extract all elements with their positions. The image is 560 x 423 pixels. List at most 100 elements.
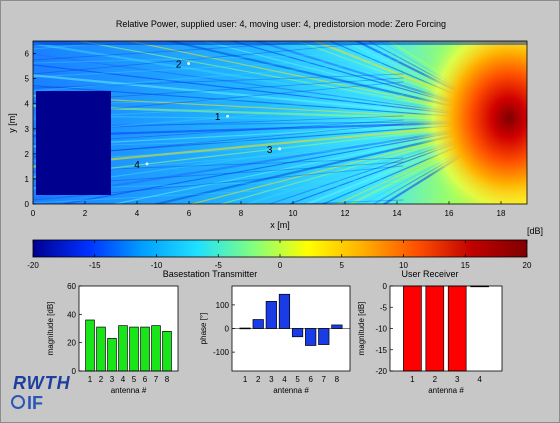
y-tick-label: 0 — [25, 200, 30, 209]
bar-ylabel: phase [°] — [199, 313, 208, 345]
bar-y-tick-label: -15 — [375, 346, 387, 355]
bar — [305, 328, 317, 346]
heatmap-stripe — [33, 41, 334, 61]
bar — [291, 328, 304, 338]
heatmap-x-ticks: 0 2 4 6 8 10 12 14 16 18 — [31, 201, 506, 218]
colorbar-unit: [dB] — [527, 226, 543, 236]
bar-ylabel: magnitude [dB] — [357, 302, 366, 356]
heatmap-frame — [32, 40, 528, 205]
bar-y-tick-label: 0 — [225, 325, 230, 334]
rx-magnitude-chart: 1 2 3 4 -20 -15 -10 -5 0 antenna # magnitude [dB] — [357, 282, 503, 395]
y-tick-label: 6 — [25, 50, 30, 59]
bar-y-tick-label: 0 — [383, 282, 388, 291]
bar-category-label: 2 — [99, 375, 104, 384]
bar — [140, 326, 150, 372]
bar-chart-frame — [231, 285, 351, 372]
bar-y-tick-label: 20 — [67, 339, 76, 348]
bar — [96, 326, 106, 372]
figure-canvas: Relative Power, supplied user: 4, moving… — [3, 3, 559, 422]
bar-xlabel: antenna # — [273, 386, 309, 395]
institute-logo: IF — [27, 393, 43, 413]
bar — [162, 330, 172, 372]
colorbar-tick-label: -15 — [89, 261, 101, 270]
colorbar: -20 -15 -10 -5 0 5 10 15 20 [dB] — [27, 226, 543, 270]
bar-y-tick-label: -100 — [213, 348, 230, 357]
x-tick-label: 14 — [393, 209, 402, 218]
bar-category-label: 1 — [88, 375, 93, 384]
bar-y-tick-label: -20 — [375, 367, 387, 376]
x-tick-label: 2 — [83, 209, 88, 218]
bar-category-label: 1 — [410, 375, 415, 384]
y-tick-label: 2 — [25, 150, 30, 159]
y-tick-label: 3 — [25, 125, 30, 134]
user-marker-label: 2 — [176, 60, 182, 71]
heatmap-stripe — [33, 56, 404, 78]
bar — [252, 319, 264, 329]
heatmap-stripe — [33, 182, 404, 204]
colorbar-tick-label: 10 — [399, 261, 408, 270]
colorbar-tick-label: 15 — [461, 261, 470, 270]
bar-category-label: 4 — [477, 375, 482, 384]
heatmap-hotspot — [414, 41, 527, 204]
figure-svg: Relative Power, supplied user: 4, moving… — [7, 19, 543, 395]
bar-category-label: 3 — [455, 375, 460, 384]
colorbar-tick-label: -10 — [151, 261, 163, 270]
bar-category-label: 8 — [165, 375, 170, 384]
colorbar-tick-label: 0 — [278, 261, 283, 270]
bar-category-label: 6 — [143, 375, 148, 384]
x-tick-label: 8 — [239, 209, 244, 218]
bar — [331, 324, 343, 329]
bar-y-tick-label: -10 — [375, 325, 387, 334]
bar — [265, 300, 277, 329]
bar-category-label: 5 — [295, 375, 300, 384]
user-marker-label: 3 — [267, 145, 273, 156]
bar-y-tick-label: 40 — [67, 310, 76, 319]
bar-ylabel: magnitude [dB] — [46, 302, 55, 356]
bar — [318, 328, 330, 345]
y-tick-label: 5 — [25, 75, 30, 84]
colorbar-tick-label: -5 — [215, 261, 223, 270]
user-marker — [278, 147, 281, 151]
user-markers: 1 2 3 4 — [134, 60, 281, 171]
user-marker — [187, 62, 191, 65]
heatmap-ylabel: y [m] — [7, 113, 17, 133]
heatmap-stripe — [33, 73, 404, 89]
x-tick-label: 12 — [341, 209, 350, 218]
bar-xlabel: antenna # — [428, 386, 464, 395]
colorbar-tick-label: 5 — [340, 261, 345, 270]
user-marker — [226, 114, 230, 118]
heatmap-stripe — [285, 199, 404, 204]
bar-y-tick-label: -5 — [380, 303, 388, 312]
user-marker-label: 1 — [215, 112, 221, 123]
x-tick-label: 16 — [445, 209, 454, 218]
x-tick-label: 4 — [135, 209, 140, 218]
bar-category-label: 4 — [121, 375, 126, 384]
bar-category-label: 7 — [322, 375, 327, 384]
bar — [278, 293, 291, 329]
tx-phase-chart: 1 2 3 4 5 6 7 8 -100 0 100 antenna # phase [°] — [199, 285, 351, 395]
colorbar-ticks: -20 -15 -10 -5 0 5 10 15 20 — [27, 240, 532, 270]
y-tick-label: 1 — [25, 175, 30, 184]
bar-y-tick-label: 100 — [216, 301, 230, 310]
bar-y-tick-label: 60 — [67, 282, 76, 291]
bar-category-label: 6 — [308, 375, 313, 384]
heatmap-stripe — [33, 60, 404, 92]
globe-icon — [11, 395, 25, 409]
bar-chart-frame — [389, 285, 503, 372]
bar-y-tick-label: 0 — [72, 367, 77, 376]
rwth-logo: RWTH — [13, 373, 71, 393]
bar-category-label: 1 — [243, 375, 248, 384]
figure-title: Relative Power, supplied user: 4, moving… — [116, 19, 446, 29]
x-tick-label: 10 — [289, 209, 298, 218]
bar — [425, 285, 445, 372]
bar-category-label: 2 — [433, 375, 438, 384]
x-tick-label: 0 — [31, 209, 36, 218]
bar-category-label: 8 — [335, 375, 340, 384]
x-tick-label: 18 — [497, 209, 506, 218]
bar — [151, 325, 161, 372]
basestation-label: Basestation Transmitter — [163, 269, 258, 279]
bar-category-label: 3 — [110, 375, 115, 384]
bar-category-label: 7 — [154, 375, 159, 384]
bar — [447, 285, 467, 372]
bar-category-label: 2 — [256, 375, 261, 384]
